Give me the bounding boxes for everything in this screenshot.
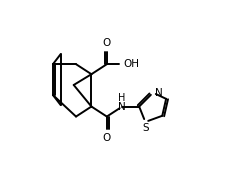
Text: O: O (103, 38, 111, 48)
Text: N: N (118, 102, 125, 112)
Text: O: O (103, 133, 111, 143)
Text: H: H (118, 94, 125, 103)
Text: OH: OH (124, 59, 140, 69)
Text: S: S (142, 123, 149, 133)
Text: N: N (154, 88, 162, 98)
